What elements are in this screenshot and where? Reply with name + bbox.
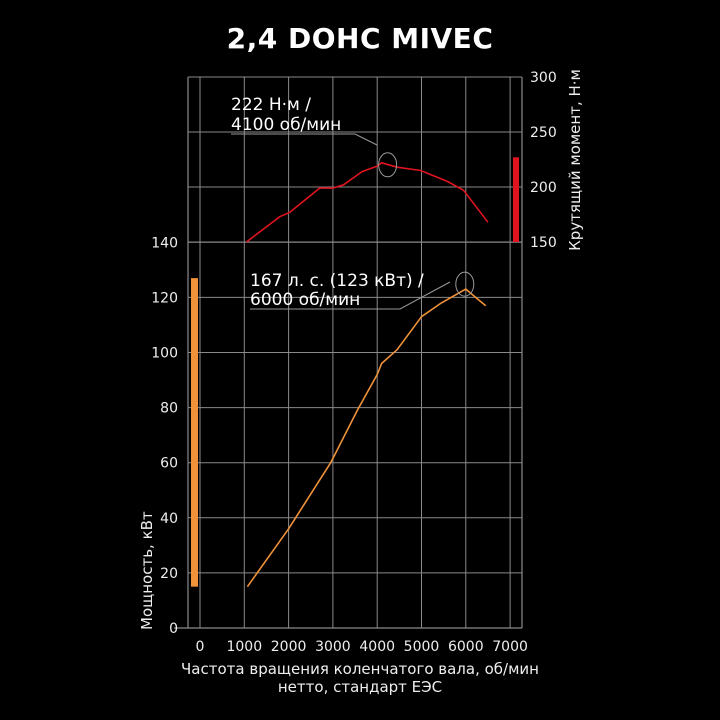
x-axis-label-line-2: нетто, стандарт ЕЭС [277,678,443,696]
power-annotation-line-1: 167 л. с. (123 кВт) / [250,271,424,291]
x-tick-label: 4000 [359,639,395,655]
y-left-tick-label: 80 [160,401,178,417]
torque-annotation-leader [231,133,378,146]
x-tick-label: 6000 [448,639,484,655]
x-tick-label: 2000 [271,639,307,655]
power-annotation-leader [250,281,451,310]
y-right-tick-label: 150 [530,235,557,251]
torque-annotation-line-1: 222 Н·м / [231,95,311,115]
torque-range-bar [513,157,519,242]
y-right-tick-label: 300 [530,70,557,86]
x-axis-label: Частота вращения коленчатого вала, об/ми… [0,660,720,696]
y-right-tick-label: 200 [530,180,557,196]
power-range-bar [191,278,198,587]
y-left-tick-label: 20 [160,566,178,582]
y-right-tick-label: 250 [530,125,557,141]
power-curve [246,288,487,588]
peak-torque-marker [378,152,398,178]
chart-title: 2,4 DOHC MIVEC [226,22,494,55]
x-tick-label: 7000 [492,639,528,655]
y-left-tick-label: 60 [160,456,178,472]
torque-curve [246,162,489,243]
torque-annotation-line-2: 4100 об/мин [231,115,341,135]
power-annotation-line-2: 6000 об/мин [250,290,360,310]
y-left-tick-label: 140 [151,235,178,251]
x-axis-label-line-1: Частота вращения коленчатого вала, об/ми… [181,660,539,678]
y-left-tick-label: 120 [151,290,178,306]
x-tick-label: 3000 [315,639,351,655]
x-tick-label: 1000 [226,639,262,655]
y-left-tick-label: 0 [169,621,178,637]
y-left-axis-label: Мощность, кВт [138,511,156,630]
y-left-tick-label: 40 [160,511,178,527]
peak-power-marker [455,271,475,297]
x-tick-label: 5000 [404,639,440,655]
y-left-tick-label: 100 [151,346,178,362]
x-tick-label: 0 [196,639,205,655]
y-right-axis-label: Крутящий момент, Н·м [566,69,584,251]
